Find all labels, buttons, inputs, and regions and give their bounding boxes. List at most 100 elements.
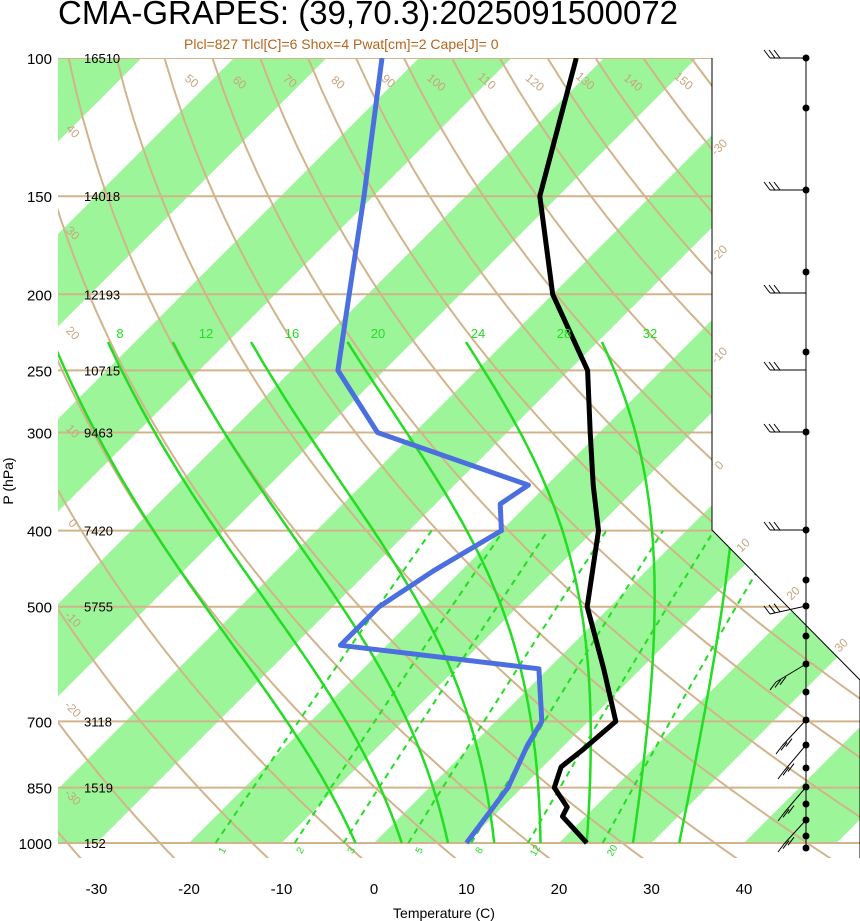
wind-barb-flag bbox=[763, 49, 771, 59]
dry-adiabat bbox=[58, 58, 552, 858]
dry-adiabat bbox=[293, 58, 860, 858]
dry-adiabat bbox=[339, 58, 860, 858]
moist-adiabat bbox=[171, 341, 450, 844]
pressure-tick-label: 300 bbox=[27, 426, 52, 443]
mixing-ratio-line bbox=[407, 530, 608, 844]
wind-barb-staff bbox=[783, 786, 807, 814]
chart-title: CMA-GRAPES: (39,70.3):2025091500072 bbox=[58, 0, 679, 31]
dry-adiabat-label: 120 bbox=[523, 71, 548, 95]
mixing-ratio-label: 5 bbox=[414, 845, 427, 856]
isotherm-band bbox=[58, 58, 512, 843]
isotherm-left-label: -20 bbox=[62, 698, 84, 720]
wind-barb-flag bbox=[785, 738, 793, 747]
wind-level-dot bbox=[802, 268, 810, 276]
wind-barb-flag bbox=[763, 423, 771, 433]
height-label: 3118 bbox=[84, 714, 112, 729]
moist-adiabat-label: 24 bbox=[471, 326, 485, 341]
chart-subtitle: Plcl=827 Tlcl[C]=6 Shox=4 Pwat[cm]=2 Cap… bbox=[184, 36, 499, 52]
wind-barb-flag bbox=[773, 521, 781, 531]
dry-adiabat bbox=[432, 58, 860, 858]
dry-adiabat bbox=[758, 58, 860, 858]
wind-barb-staff bbox=[781, 719, 807, 747]
wind-barb-flag bbox=[777, 843, 785, 853]
wind-barb-flag bbox=[769, 681, 777, 691]
wind-barb-flag bbox=[768, 521, 776, 531]
y-axis-label: P (hPa) bbox=[0, 457, 16, 504]
dry-adiabat-label: 50 bbox=[182, 71, 201, 91]
wind-level-dot bbox=[802, 104, 810, 112]
isotherm-label: -20 bbox=[708, 242, 730, 264]
wind-barb-flag bbox=[763, 284, 771, 294]
wind-barb-flag bbox=[763, 181, 771, 191]
wind-level-dot bbox=[802, 764, 810, 772]
wind-barb-flag bbox=[774, 679, 782, 688]
wind-barb-staff bbox=[775, 663, 807, 683]
dry-adiabat bbox=[200, 58, 860, 858]
wind-barb-flag bbox=[773, 361, 781, 371]
wind-barb-flag bbox=[787, 836, 795, 846]
wind-barb-flag bbox=[773, 49, 781, 59]
dry-adiabat bbox=[246, 58, 860, 858]
mixing-ratio-label: 3 bbox=[346, 845, 359, 856]
moist-adiabat-label: 28 bbox=[557, 326, 571, 341]
mixing-ratio-label: 2 bbox=[295, 845, 308, 856]
moist-adiabat-label: 16 bbox=[285, 326, 299, 341]
isotherm-band bbox=[58, 58, 860, 843]
height-label: 1519 bbox=[84, 781, 113, 796]
moist-adiabat-label: 12 bbox=[199, 326, 213, 341]
wind-level-dot bbox=[802, 348, 810, 356]
isotherm-label: 0 bbox=[712, 458, 727, 473]
moist-adiabat bbox=[600, 341, 656, 844]
mixing-ratio-label: 8 bbox=[474, 845, 487, 856]
wind-barb-flag bbox=[773, 284, 781, 294]
mixing-ratio-line bbox=[342, 530, 549, 844]
temperature-tick-label: -30 bbox=[86, 881, 108, 898]
pressure-tick-label: 250 bbox=[27, 363, 52, 380]
isotherm-label: 20 bbox=[783, 583, 803, 603]
temperature-tick-label: 0 bbox=[370, 881, 378, 898]
wind-barb-flag bbox=[777, 812, 785, 822]
moist-adiabat-label: 8 bbox=[116, 326, 123, 341]
pressure-tick-label: 200 bbox=[27, 287, 52, 304]
height-label: 7420 bbox=[84, 524, 113, 539]
wind-barb-flag bbox=[787, 763, 795, 772]
isotherm-left-label: 20 bbox=[63, 323, 83, 343]
mixing-ratio-label: 20 bbox=[605, 843, 620, 859]
temperature-tick-label: 30 bbox=[643, 881, 660, 898]
pressure-tick-label: 850 bbox=[27, 781, 52, 798]
height-label: 16510 bbox=[84, 51, 120, 66]
dry-adiabat-label: 80 bbox=[328, 73, 347, 93]
x-axis-label: Temperature (C) bbox=[393, 905, 495, 921]
wind-barb-flag bbox=[768, 361, 776, 371]
wind-barb-flag bbox=[768, 284, 776, 294]
dry-adiabat bbox=[58, 58, 177, 858]
wind-barb-flag bbox=[768, 423, 776, 433]
wind-barb-flag bbox=[763, 605, 771, 615]
wind-level-dot bbox=[802, 632, 810, 640]
mixing-ratio-line bbox=[293, 530, 505, 844]
mixing-ratio-line bbox=[470, 530, 664, 844]
temperature-tick-label: -20 bbox=[178, 881, 200, 898]
wind-level-dot bbox=[802, 688, 810, 696]
plot-frame bbox=[711, 58, 860, 858]
height-label: 5755 bbox=[84, 600, 113, 615]
temperature-tick-label: 40 bbox=[736, 881, 753, 898]
pressure-tick-label: 400 bbox=[27, 524, 52, 541]
moist-adiabat bbox=[464, 341, 593, 844]
dry-adiabat bbox=[58, 58, 458, 858]
wind-level-dot bbox=[802, 832, 810, 840]
wind-barb-flag bbox=[768, 604, 776, 614]
dry-adiabat bbox=[58, 58, 271, 858]
temperature-tick-label: -10 bbox=[271, 881, 293, 898]
wind-barb-flag bbox=[787, 805, 795, 814]
wind-barb-flag bbox=[763, 521, 771, 531]
wind-barb-flag bbox=[763, 361, 771, 371]
moist-adiabat-label: 20 bbox=[371, 326, 385, 341]
temperature-tick-label: 20 bbox=[551, 881, 568, 898]
moist-adiabat bbox=[346, 341, 542, 843]
pressure-tick-label: 500 bbox=[27, 600, 52, 617]
dewpoint-profile bbox=[335, 58, 545, 845]
sounding-profiles bbox=[335, 58, 619, 845]
dry-adiabat bbox=[804, 58, 860, 858]
